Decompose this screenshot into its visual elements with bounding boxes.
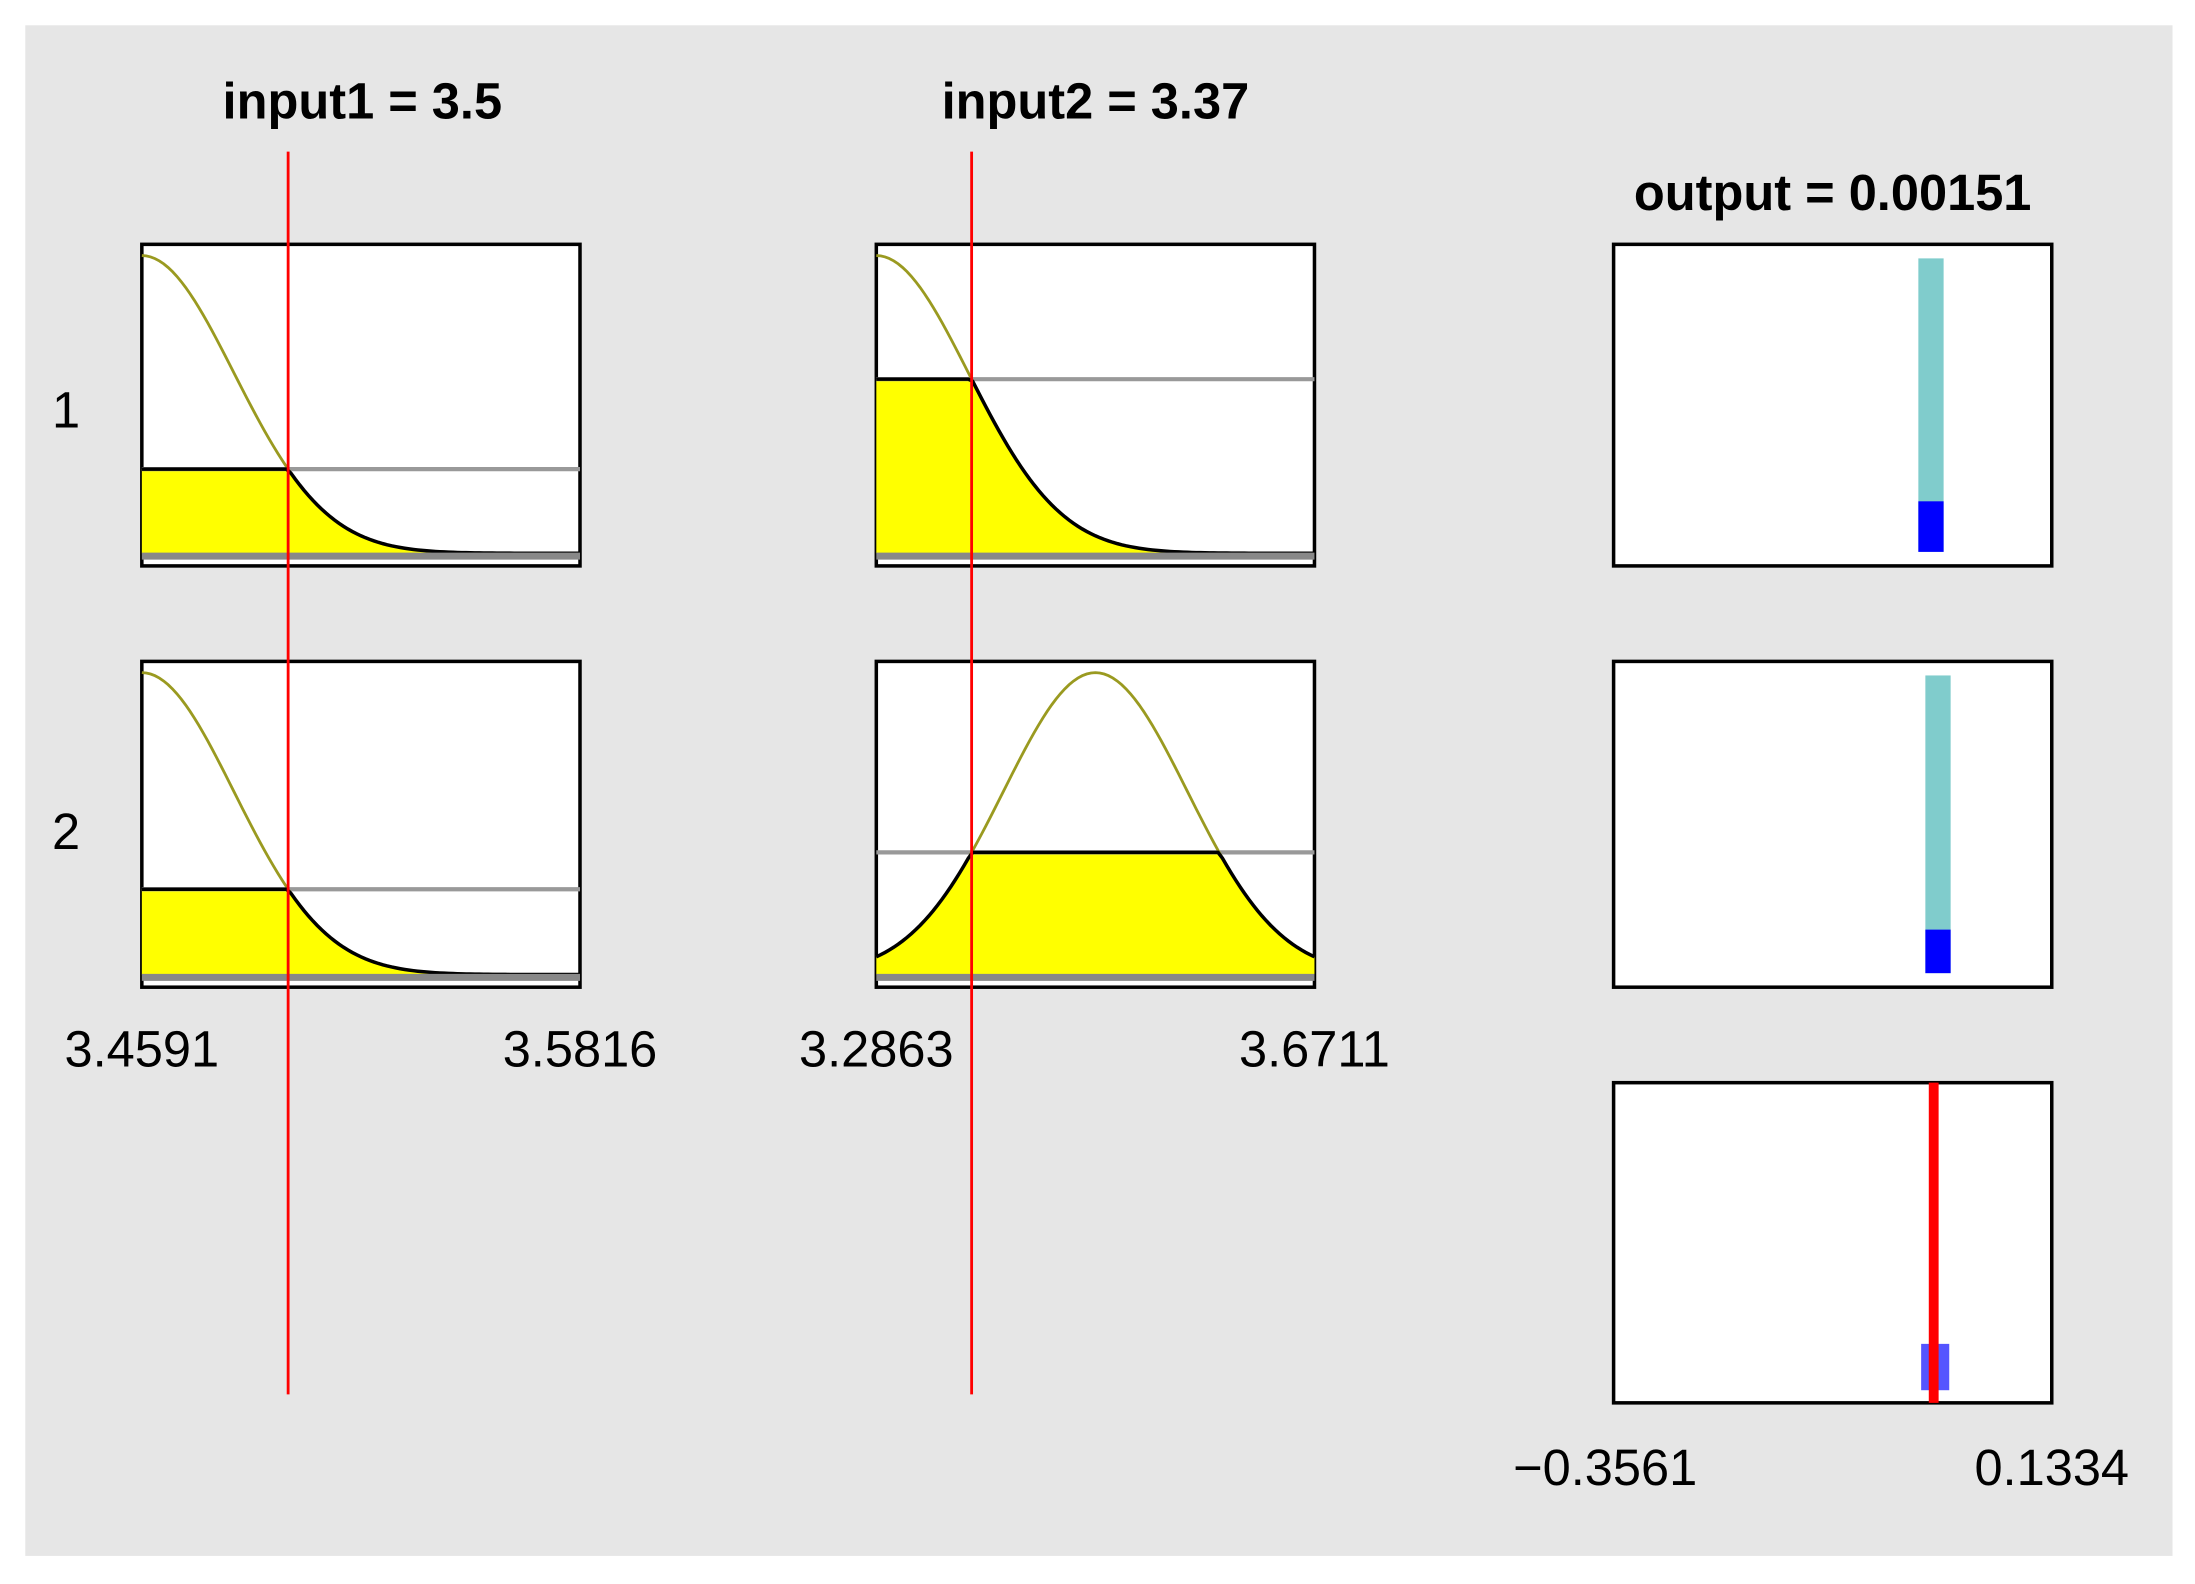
- panels: [140, 151, 2054, 1405]
- rule-label: 2: [52, 803, 80, 860]
- input-title: input1 = 3.5: [223, 73, 503, 130]
- mf-fill: [141, 469, 580, 554]
- mf-fill: [876, 379, 1315, 554]
- range-min: −0.3561: [1513, 1439, 1697, 1496]
- range-min: 3.4591: [65, 1021, 220, 1078]
- rule-label: 1: [52, 382, 80, 439]
- mf-fill: [141, 889, 580, 975]
- range-max: 3.6711: [1239, 1021, 1390, 1078]
- output-box: [1611, 1080, 2054, 1405]
- mf-clipped: [875, 850, 1316, 959]
- output-box: [1611, 659, 2054, 989]
- range-min: 3.2863: [799, 1021, 954, 1078]
- range-max: 0.1334: [1974, 1439, 2129, 1496]
- input-title: input2 = 3.37: [942, 73, 1250, 130]
- range-max: 3.5816: [503, 1021, 658, 1078]
- rule-output-fired: [1925, 929, 1951, 974]
- output-title: output = 0.00151: [1634, 164, 2032, 221]
- rule-output: [1925, 675, 1951, 974]
- output-box: [1611, 242, 2054, 568]
- mf-fill: [876, 852, 1315, 975]
- rule-output-fired: [1918, 501, 1944, 552]
